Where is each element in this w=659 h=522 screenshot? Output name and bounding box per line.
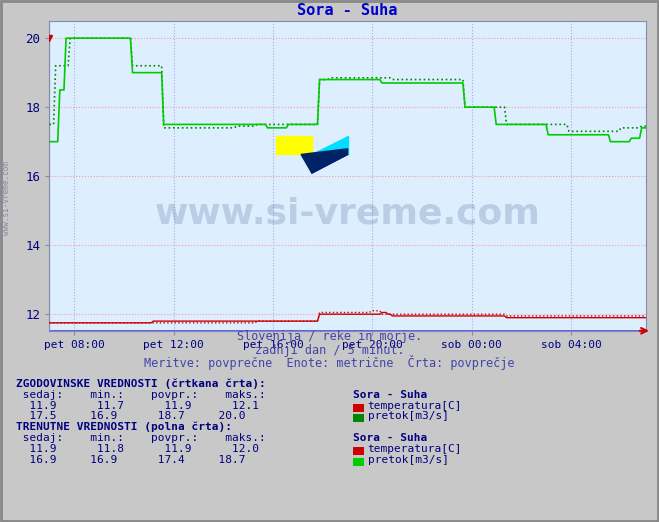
Text: 11.9      11.8      11.9      12.0: 11.9 11.8 11.9 12.0 — [16, 444, 260, 454]
Title: Sora - Suha: Sora - Suha — [297, 3, 398, 18]
Text: 11.9      11.7      11.9      12.1: 11.9 11.7 11.9 12.1 — [16, 401, 260, 411]
Text: sedaj:    min.:    povpr.:    maks.:: sedaj: min.: povpr.: maks.: — [16, 433, 266, 443]
Bar — [276, 136, 312, 155]
Text: pretok[m3/s]: pretok[m3/s] — [368, 411, 449, 421]
Text: zadnji dan / 5 minut.: zadnji dan / 5 minut. — [254, 344, 405, 357]
Text: pretok[m3/s]: pretok[m3/s] — [368, 455, 449, 465]
Text: temperatura[C]: temperatura[C] — [368, 444, 462, 454]
Polygon shape — [312, 136, 348, 155]
Text: www.si-vreme.com: www.si-vreme.com — [155, 196, 540, 230]
Text: Slovenija / reke in morje.: Slovenija / reke in morje. — [237, 330, 422, 343]
Text: 16.9     16.9      17.4     18.7: 16.9 16.9 17.4 18.7 — [16, 455, 246, 465]
Text: Meritve: povprečne  Enote: metrične  Črta: povprečje: Meritve: povprečne Enote: metrične Črta:… — [144, 355, 515, 371]
Polygon shape — [301, 149, 348, 173]
Text: 17.5     16.9      18.7     20.0: 17.5 16.9 18.7 20.0 — [16, 411, 246, 421]
Polygon shape — [312, 155, 348, 173]
Text: temperatura[C]: temperatura[C] — [368, 401, 462, 411]
Text: www.si-vreme.com: www.si-vreme.com — [2, 161, 11, 235]
Text: Sora - Suha: Sora - Suha — [353, 390, 427, 400]
Text: TRENUTNE VREDNOSTI (polna črta):: TRENUTNE VREDNOSTI (polna črta): — [16, 422, 233, 432]
Text: ZGODOVINSKE VREDNOSTI (črtkana črta):: ZGODOVINSKE VREDNOSTI (črtkana črta): — [16, 379, 266, 389]
Text: sedaj:    min.:    povpr.:    maks.:: sedaj: min.: povpr.: maks.: — [16, 390, 266, 400]
Text: Sora - Suha: Sora - Suha — [353, 433, 427, 443]
